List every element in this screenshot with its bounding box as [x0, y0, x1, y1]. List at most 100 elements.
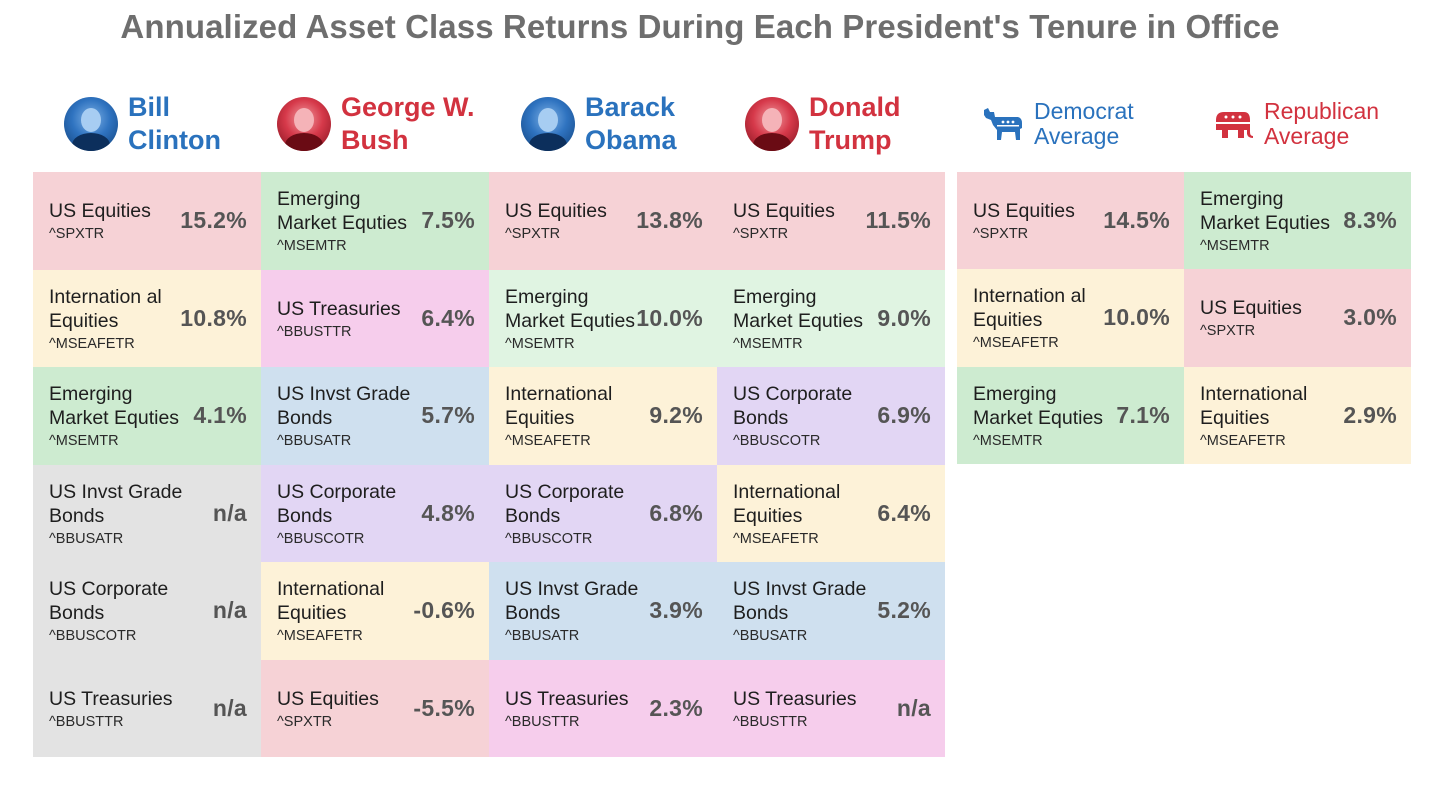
- ticker-symbol: ^MSEMTR: [49, 433, 119, 450]
- return-cell: Emerging Market Equties ^MSEMTR 10.0%: [489, 269, 717, 367]
- return-value: 5.7%: [421, 402, 475, 429]
- header-bush: George W. Bush: [277, 88, 475, 160]
- return-cell: US Equities ^SPXTR -5.5%: [261, 659, 489, 757]
- return-cell: Emerging Market Equties ^MSEMTR 4.1%: [33, 367, 261, 465]
- return-value: 6.4%: [421, 304, 475, 331]
- return-value: 10.0%: [636, 304, 703, 331]
- asset-info: US Equities ^SPXTR: [1200, 296, 1302, 339]
- return-cell: US Equities ^SPXTR 11.5%: [717, 172, 945, 270]
- asset-name: Emerging Market Equties: [973, 382, 1104, 429]
- president-first-name: Barack: [585, 92, 676, 122]
- asset-info: International Equities ^MSEAFETR: [733, 480, 877, 547]
- asset-name: US Equities: [277, 687, 379, 710]
- asset-info: Emerging Market Equties ^MSEMTR: [49, 382, 193, 449]
- return-cell: US Invst Grade Bonds ^BBUSATR 3.9%: [489, 562, 717, 660]
- asset-info: Emerging Market Equties ^MSEMTR: [277, 187, 421, 254]
- asset-info: US Equities ^SPXTR: [733, 199, 835, 242]
- header-democrat-average: Democrat Average: [982, 88, 1134, 160]
- ticker-symbol: ^MSEAFETR: [505, 433, 591, 450]
- asset-name: US Invst Grade Bonds: [49, 480, 183, 527]
- return-cell: US Corporate Bonds ^BBUSCOTR n/a: [33, 562, 261, 660]
- page-title: Annualized Asset Class Returns During Ea…: [120, 8, 1280, 45]
- return-value: 5.2%: [877, 597, 931, 624]
- asset-name: US Treasuries: [505, 687, 629, 710]
- return-value: 8.3%: [1343, 207, 1397, 234]
- ticker-symbol: ^BBUSATR: [277, 433, 352, 450]
- return-value: 3.9%: [649, 597, 703, 624]
- header-obama: Barack Obama: [521, 88, 677, 160]
- asset-name: US Equities: [973, 200, 1075, 223]
- ticker-symbol: ^SPXTR: [277, 713, 333, 730]
- asset-info: International Equities ^MSEAFETR: [277, 577, 413, 644]
- return-value: 6.4%: [877, 499, 931, 526]
- obama-portrait-icon: [521, 97, 575, 151]
- ticker-symbol: ^BBUSCOTR: [277, 530, 365, 547]
- asset-name: Emerging Market Equties: [505, 285, 636, 332]
- average-label-line1: Republican: [1264, 98, 1380, 124]
- return-value: 7.5%: [421, 207, 475, 234]
- return-value: 9.0%: [877, 304, 931, 331]
- clinton-portrait-icon: [64, 97, 118, 151]
- return-cell: US Equities ^SPXTR 13.8%: [489, 172, 717, 270]
- return-cell: US Corporate Bonds ^BBUSCOTR 6.8%: [489, 464, 717, 562]
- return-value: 9.2%: [649, 402, 703, 429]
- asset-name: Emerging Market Equties: [277, 188, 408, 235]
- return-cell: Emerging Market Equties ^MSEMTR 7.5%: [261, 172, 489, 270]
- asset-name: Internation al Equities: [973, 285, 1086, 332]
- ticker-symbol: ^MSEMTR: [505, 335, 575, 352]
- asset-info: International Equities ^MSEAFETR: [1200, 382, 1343, 449]
- asset-info: US Corporate Bonds ^BBUSCOTR: [49, 577, 199, 644]
- asset-name: US Corporate Bonds: [505, 480, 625, 527]
- return-cell: US Invst Grade Bonds ^BBUSATR n/a: [33, 464, 261, 562]
- asset-name: Emerging Market Equties: [733, 285, 864, 332]
- president-last-name: Bush: [341, 125, 409, 155]
- president-returns-grid: US Equities ^SPXTR 15.2% Internation al Equ…: [33, 172, 945, 757]
- asset-name: US Treasuries: [733, 687, 857, 710]
- ticker-symbol: ^MSEAFETR: [277, 628, 363, 645]
- return-value: 11.5%: [865, 207, 931, 234]
- return-value: 4.1%: [193, 402, 247, 429]
- ticker-symbol: ^BBUSATR: [505, 628, 580, 645]
- asset-info: Emerging Market Equties ^MSEMTR: [973, 382, 1116, 449]
- asset-name: US Corporate Bonds: [49, 578, 169, 625]
- return-cell: International Equities ^MSEAFETR 2.9%: [1184, 366, 1411, 464]
- return-cell: Emerging Market Equties ^MSEMTR 8.3%: [1184, 172, 1411, 270]
- asset-info: Internation al Equities ^MSEAFETR: [973, 284, 1103, 351]
- return-cell: US Equities ^SPXTR 15.2%: [33, 172, 261, 270]
- asset-info: Internation al Equities ^MSEAFETR: [49, 285, 180, 352]
- asset-name: International Equities: [733, 480, 841, 527]
- return-value: 2.9%: [1343, 401, 1397, 428]
- return-cell: US Corporate Bonds ^BBUSCOTR 4.8%: [261, 464, 489, 562]
- ticker-symbol: ^BBUSTTR: [505, 713, 580, 730]
- president-first-name: George W.: [341, 92, 475, 122]
- ticker-symbol: ^MSEAFETR: [49, 335, 135, 352]
- ticker-symbol: ^MSEAFETR: [1200, 432, 1286, 449]
- asset-info: US Equities ^SPXTR: [505, 199, 607, 242]
- asset-info: US Equities ^SPXTR: [277, 687, 379, 730]
- return-value: 14.5%: [1103, 207, 1170, 234]
- return-cell: US Equities ^SPXTR 14.5%: [957, 172, 1184, 270]
- return-cell: US Treasuries ^BBUSTTR n/a: [33, 659, 261, 757]
- asset-info: US Equities ^SPXTR: [49, 199, 151, 242]
- return-value: n/a: [896, 694, 931, 721]
- ticker-symbol: ^BBUSCOTR: [733, 433, 821, 450]
- return-value: 4.8%: [421, 499, 475, 526]
- ticker-symbol: ^BBUSATR: [49, 530, 124, 547]
- return-cell: International Equities ^MSEAFETR 6.4%: [717, 464, 945, 562]
- ticker-symbol: ^MSEAFETR: [973, 335, 1059, 352]
- return-value: 6.8%: [649, 499, 703, 526]
- return-value: n/a: [212, 499, 247, 526]
- president-last-name: Obama: [585, 125, 677, 155]
- header-trump: Donald Trump: [745, 88, 901, 160]
- ticker-symbol: ^MSEMTR: [973, 432, 1043, 449]
- ticker-symbol: ^SPXTR: [505, 226, 561, 243]
- asset-info: US Invst Grade Bonds ^BBUSATR: [49, 480, 199, 547]
- asset-name: US Equities: [1200, 297, 1302, 320]
- return-cell: Internation al Equities ^MSEAFETR 10.8%: [33, 269, 261, 367]
- donkey-icon: [984, 108, 1022, 140]
- asset-name: US Corporate Bonds: [277, 480, 397, 527]
- asset-name: US Equities: [49, 200, 151, 223]
- header-clinton: Bill Clinton: [64, 88, 221, 160]
- ticker-symbol: ^BBUSTTR: [277, 323, 352, 340]
